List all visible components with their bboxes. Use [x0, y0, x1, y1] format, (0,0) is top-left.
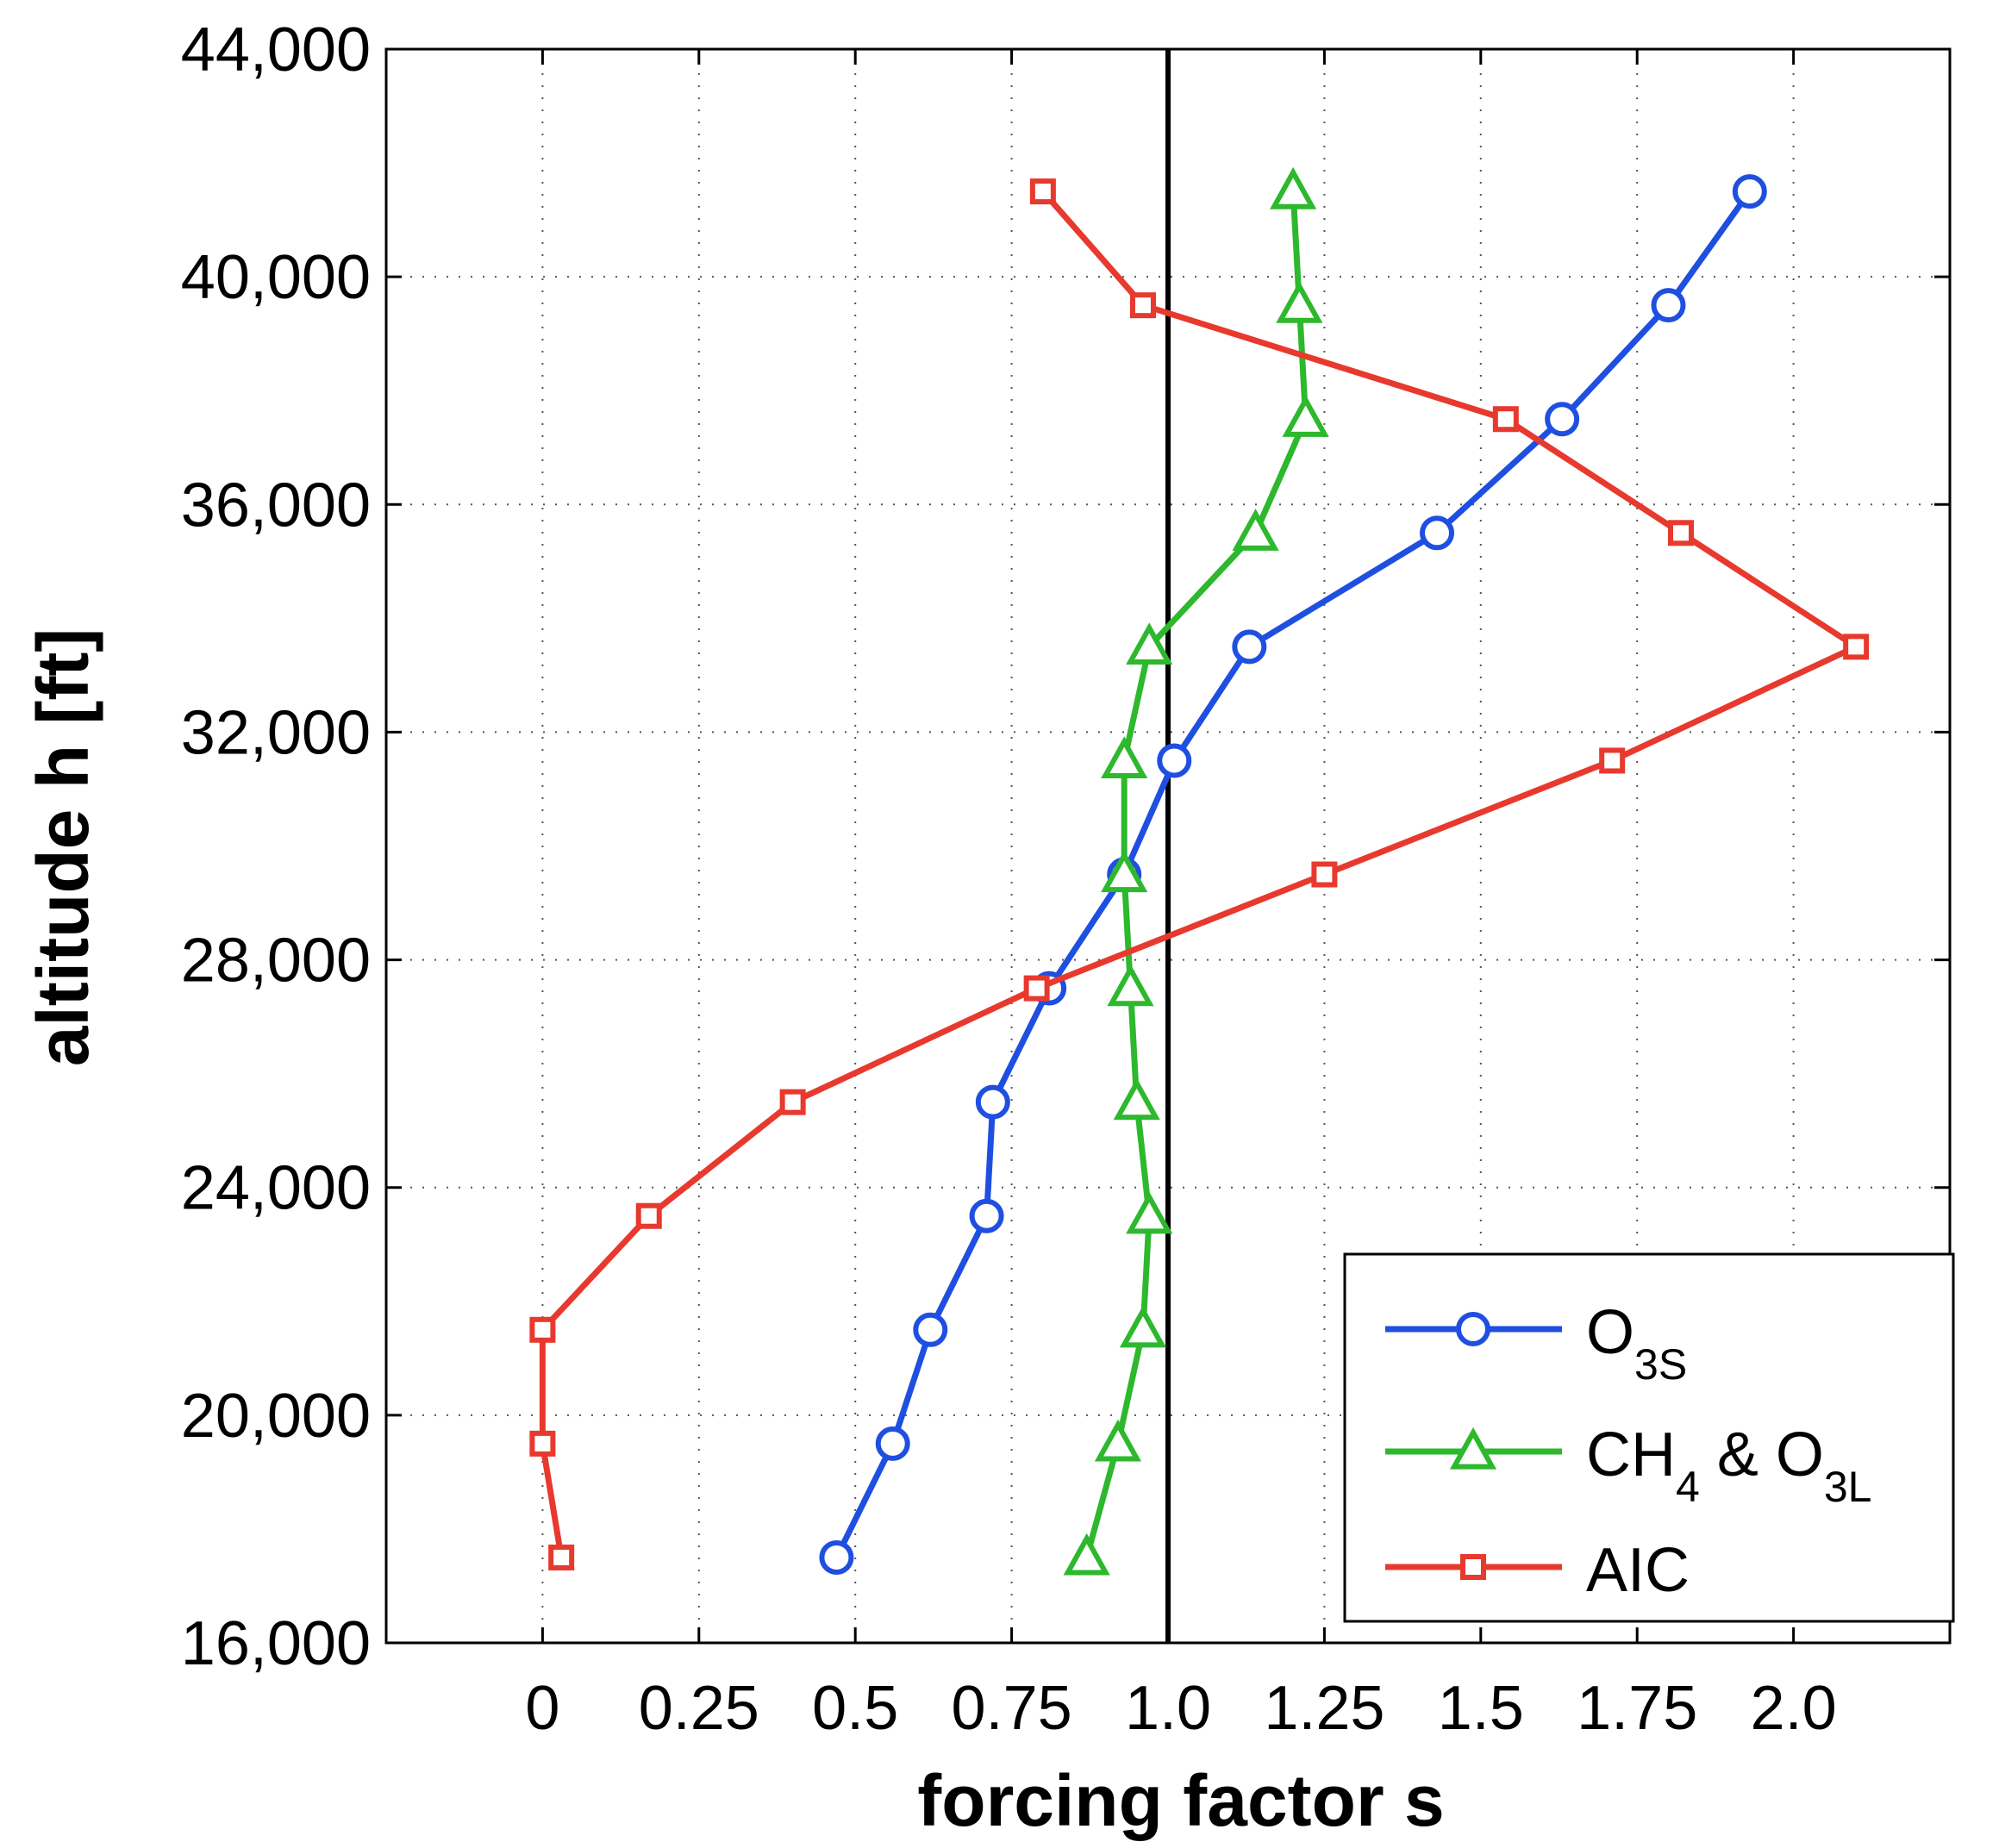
data-point — [1232, 629, 1267, 665]
x-tick-label: 0 — [525, 1674, 559, 1743]
legend-box — [1343, 1252, 1955, 1623]
legend: O3S CH4 & O3L AIC — [1343, 1252, 1955, 1623]
y-axis-title: altitude h [ft] — [22, 628, 103, 1067]
data-point — [529, 1430, 556, 1457]
y-tick-labels: 16,000 20,000 24,000 28,000 32,000 36,000 40,0… — [181, 16, 371, 1678]
x-tick-label: 0.75 — [952, 1674, 1072, 1743]
legend-label: CH4 & O3L — [1586, 1420, 1871, 1511]
y-tick-label: 32,000 — [181, 698, 371, 767]
data-point — [635, 1202, 662, 1229]
data-point — [1545, 402, 1580, 437]
x-tick-label: 1.75 — [1577, 1674, 1697, 1743]
data-point — [875, 1426, 910, 1461]
data-point — [1119, 1305, 1167, 1348]
data-point — [1843, 634, 1870, 660]
data-point — [1667, 520, 1694, 546]
x-tick-label: 0.25 — [639, 1674, 759, 1743]
x-axis-title: forcing factor s — [917, 1760, 1444, 1841]
series-2 — [529, 178, 1870, 1570]
data-point — [1094, 1419, 1142, 1462]
data-point — [819, 1539, 854, 1575]
data-point — [1023, 975, 1050, 1002]
x-tick-label: 1.0 — [1125, 1674, 1211, 1743]
y-tick-label: 44,000 — [181, 16, 371, 84]
data-point — [1599, 747, 1626, 774]
data-point — [529, 1316, 556, 1343]
y-tick-label: 36,000 — [181, 471, 371, 540]
data-point — [1270, 166, 1317, 209]
legend-marker — [1456, 1312, 1490, 1346]
data-point — [1126, 622, 1173, 665]
series-group — [529, 166, 1870, 1576]
data-point — [1101, 850, 1148, 893]
data-point — [1311, 861, 1338, 888]
data-point — [1129, 292, 1156, 319]
data-point — [1107, 964, 1154, 1007]
legend-label: AIC — [1586, 1536, 1690, 1605]
data-point — [1420, 515, 1455, 551]
data-point — [779, 1089, 806, 1115]
y-tick-label: 16,000 — [181, 1609, 371, 1678]
series-1 — [1063, 166, 1329, 1576]
data-point — [1276, 280, 1323, 323]
legend-label: O3S — [1586, 1298, 1687, 1389]
x-tick-labels: 0 0.25 0.5 0.75 1.0 1.25 1.5 1.75 2.0 — [525, 1674, 1836, 1743]
data-point — [1113, 1077, 1160, 1121]
data-point — [1651, 288, 1686, 323]
legend-entries: O3S CH4 & O3L AIC — [1385, 1298, 1871, 1605]
x-tick-label: 0.5 — [812, 1674, 898, 1743]
data-point — [548, 1544, 575, 1570]
data-point — [1126, 1191, 1173, 1234]
data-point — [1282, 395, 1329, 437]
data-point — [1063, 1533, 1110, 1576]
data-point — [975, 1084, 1010, 1120]
y-tick-label: 28,000 — [181, 927, 371, 996]
data-point — [1029, 178, 1056, 205]
data-point — [1157, 743, 1192, 778]
data-point — [1732, 174, 1767, 209]
data-point — [913, 1312, 948, 1347]
x-tick-label: 2.0 — [1751, 1674, 1837, 1743]
y-tick-label: 40,000 — [181, 243, 371, 312]
y-tick-label: 20,000 — [181, 1382, 371, 1451]
data-point — [1101, 736, 1148, 779]
axis-ticks — [386, 47, 1950, 1645]
data-point — [1492, 406, 1519, 433]
data-point — [1232, 509, 1279, 551]
legend-marker — [1460, 1554, 1486, 1580]
x-tick-label: 1.25 — [1264, 1674, 1384, 1743]
legend-marker — [1449, 1427, 1497, 1470]
y-tick-label: 24,000 — [181, 1154, 371, 1223]
data-point — [969, 1198, 1004, 1233]
x-tick-label: 1.5 — [1438, 1674, 1524, 1743]
